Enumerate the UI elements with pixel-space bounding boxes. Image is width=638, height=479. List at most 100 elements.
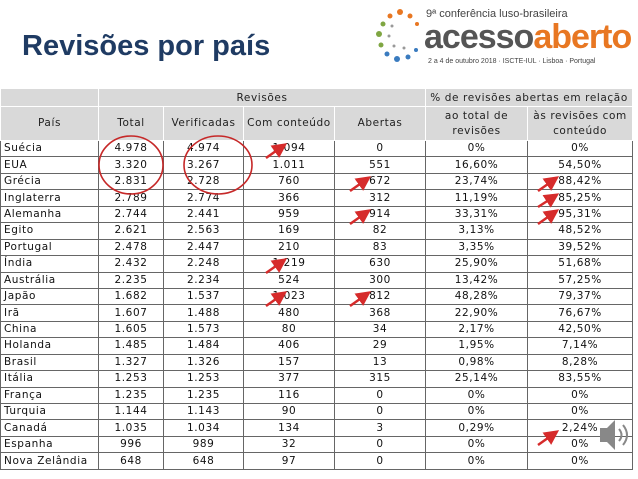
value-cell: 0,98% [425, 353, 529, 372]
table-row: Brasil 1.327 1.326 157 13 0,98% 8,28% [0, 353, 634, 372]
value-cell: 524 [243, 271, 335, 289]
value-cell: 0 [333, 139, 427, 158]
value-cell: 1.034 [163, 419, 244, 437]
table-row: Itália 1.253 1.253 377 315 25,14% 83,55% [0, 370, 634, 388]
value-cell: 0,29% [425, 419, 529, 437]
value-cell: 1.573 [163, 320, 244, 339]
value-cell: 48,52% [527, 222, 634, 240]
table-row: França 1.235 1.235 116 0 0% 0% [0, 386, 634, 405]
country-cell: Nova Zelândia [0, 452, 99, 470]
country-cell: Itália [0, 370, 99, 388]
value-cell: 1.011 [243, 156, 335, 174]
column-header: Verificadas [163, 106, 244, 141]
value-cell: 4.978 [98, 139, 164, 158]
country-cell: Portugal [0, 238, 99, 257]
value-cell: 157 [243, 353, 335, 372]
value-cell: 300 [333, 271, 427, 289]
table-row: China 1.605 1.573 80 34 2,17% 42,50% [0, 320, 634, 339]
value-cell: 0% [527, 402, 634, 421]
review-table: Revisões % de revisões abertas em relaçã… [0, 88, 634, 470]
value-cell: 996 [98, 435, 164, 454]
value-cell: 1.253 [98, 370, 164, 388]
value-cell: 2.774 [163, 189, 244, 207]
value-cell: 57,25% [527, 271, 634, 289]
value-cell: 34 [333, 320, 427, 339]
value-cell: 97 [243, 452, 335, 470]
table-row: Inglaterra 2.789 2.774 366 312 11,19% 85,25% [0, 189, 634, 207]
country-cell: Holanda [0, 337, 99, 355]
country-cell: EUA [0, 156, 99, 174]
value-cell: 1.235 [98, 386, 164, 405]
value-cell: 1.682 [98, 287, 164, 306]
value-cell: 11,19% [425, 189, 529, 207]
value-cell: 83 [333, 238, 427, 257]
value-cell: 29 [333, 337, 427, 355]
value-cell: 80 [243, 320, 335, 339]
value-cell: 1.035 [98, 419, 164, 437]
logo: 9ª conferência luso-brasileira acessoabe… [370, 2, 638, 72]
value-cell: 377 [243, 370, 335, 388]
value-cell: 480 [243, 304, 335, 322]
value-cell: 90 [243, 402, 335, 421]
value-cell: 3 [333, 419, 427, 437]
country-cell: Brasil [0, 353, 99, 372]
value-cell: 1.023 [243, 287, 335, 306]
value-cell: 32 [243, 435, 335, 454]
table-row: Japão 1.682 1.537 1.023 812 48,28% 79,37% [0, 287, 634, 306]
value-cell: 914 [333, 205, 427, 224]
value-cell: 1.607 [98, 304, 164, 322]
value-cell: 2.234 [163, 271, 244, 289]
value-cell: 82 [333, 222, 427, 240]
value-cell: 0 [333, 452, 427, 470]
table-row: EUA 3.320 3.267 1.011 551 16,60% 54,50% [0, 156, 634, 174]
value-cell: 39,52% [527, 238, 634, 257]
value-cell: 2.728 [163, 172, 244, 191]
value-cell: 2.744 [98, 205, 164, 224]
value-cell: 22,90% [425, 304, 529, 322]
value-cell: 13,42% [425, 271, 529, 289]
value-cell: 1.484 [163, 337, 244, 355]
value-cell: 0% [527, 452, 634, 470]
column-row: País Total Verificadas Com conteúdo Abertas a… [0, 106, 634, 141]
logo-name-part: acesso [424, 18, 534, 56]
logo-name-part: aberto [533, 18, 632, 56]
value-cell: 23,74% [425, 172, 529, 191]
value-cell: 2.789 [98, 189, 164, 207]
value-cell: 88,42% [527, 172, 634, 191]
table-row: Turquia 1.144 1.143 90 0 0% 0% [0, 402, 634, 421]
value-cell: 0% [425, 386, 529, 405]
value-cell: 2.432 [98, 255, 164, 273]
table-row: Portugal 2.478 2.447 210 83 3,35% 39,52% [0, 238, 634, 257]
slide-title: Revisões por país [22, 30, 271, 62]
column-header: ao total de revisões [425, 106, 529, 141]
value-cell: 2.478 [98, 238, 164, 257]
value-cell: 76,67% [527, 304, 634, 322]
value-cell: 1.253 [163, 370, 244, 388]
blank-cell [0, 88, 99, 107]
value-cell: 0% [425, 452, 529, 470]
country-cell: Irã [0, 304, 99, 322]
value-cell: 0% [527, 435, 634, 454]
value-cell: 315 [333, 370, 427, 388]
column-header: Abertas [333, 106, 427, 141]
value-cell: 648 [98, 452, 164, 470]
country-cell: Espanha [0, 435, 99, 454]
value-cell: 0% [527, 139, 634, 158]
group-header: % de revisões abertas em relação [425, 88, 634, 107]
value-cell: 1.327 [98, 353, 164, 372]
value-cell: 1.094 [243, 139, 335, 158]
value-cell: 79,37% [527, 287, 634, 306]
value-cell: 551 [333, 156, 427, 174]
value-cell: 2.248 [163, 255, 244, 273]
table-row: Alemanha 2.744 2.441 959 914 33,31% 95,31% [0, 205, 634, 224]
country-cell: França [0, 386, 99, 405]
table-row: Austrália 2.235 2.234 524 300 13,42% 57,25% [0, 271, 634, 289]
value-cell: 3.320 [98, 156, 164, 174]
table-row: Holanda 1.485 1.484 406 29 1,95% 7,14% [0, 337, 634, 355]
value-cell: 648 [163, 452, 244, 470]
value-cell: 0% [527, 386, 634, 405]
table-row: Grécia 2.831 2.728 760 672 23,74% 88,42% [0, 172, 634, 191]
value-cell: 8,28% [527, 353, 634, 372]
value-cell: 2.831 [98, 172, 164, 191]
logo-name: acessoaberto [424, 18, 632, 57]
